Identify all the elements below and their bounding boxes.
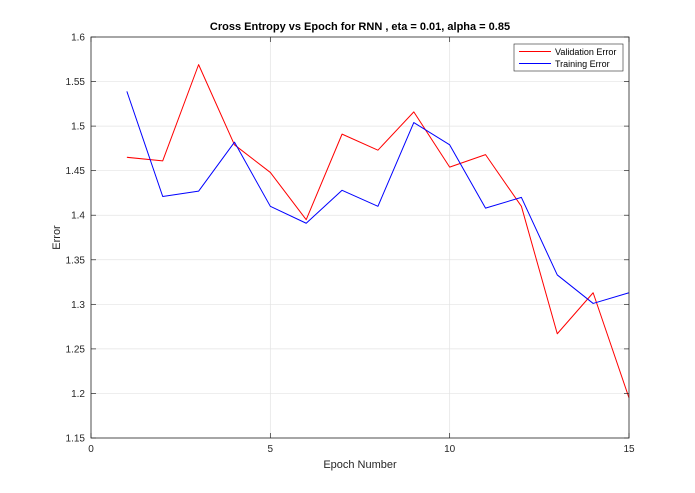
x-tick-label: 5 [268, 444, 274, 455]
y-axis-label: Error [51, 225, 63, 250]
chart-title: Cross Entropy vs Epoch for RNN , eta = 0… [210, 21, 510, 33]
y-tick-label: 1.45 [66, 166, 86, 177]
plot-frame [90, 36, 630, 439]
y-tick-label: 1.55 [66, 77, 86, 88]
x-tick-label: 15 [623, 444, 635, 455]
series-lines [126, 64, 630, 399]
legend: Validation Error Training Error [513, 43, 624, 72]
legend-box [513, 43, 624, 72]
x-axis-label: Epoch Number [323, 459, 397, 471]
legend-label-validation-error: Validation Error [555, 47, 616, 57]
y-tick-label: 1.4 [71, 211, 85, 222]
series-line-training-error [126, 91, 630, 304]
y-tick-label: 1.2 [71, 389, 85, 400]
y-tick-label: 1.25 [66, 344, 86, 355]
y-tick-label: 1.3 [71, 300, 85, 311]
y-tick-label: 1.6 [71, 33, 85, 44]
y-tick-label: 1.5 [71, 122, 85, 133]
x-tick-label: 10 [444, 444, 456, 455]
y-tick-label: 1.15 [66, 434, 86, 445]
legend-label-training-error: Training Error [555, 59, 610, 69]
plot-area [91, 37, 629, 438]
x-tick-label: 0 [88, 444, 94, 455]
y-tick-label: 1.35 [66, 255, 86, 266]
axis-ticks: 0 5 10 15 1.15 1.2 1.25 1.3 1.35 1.4 1.45 1.5 1.55 1.… [66, 33, 635, 456]
series-line-validation-error [126, 64, 630, 399]
